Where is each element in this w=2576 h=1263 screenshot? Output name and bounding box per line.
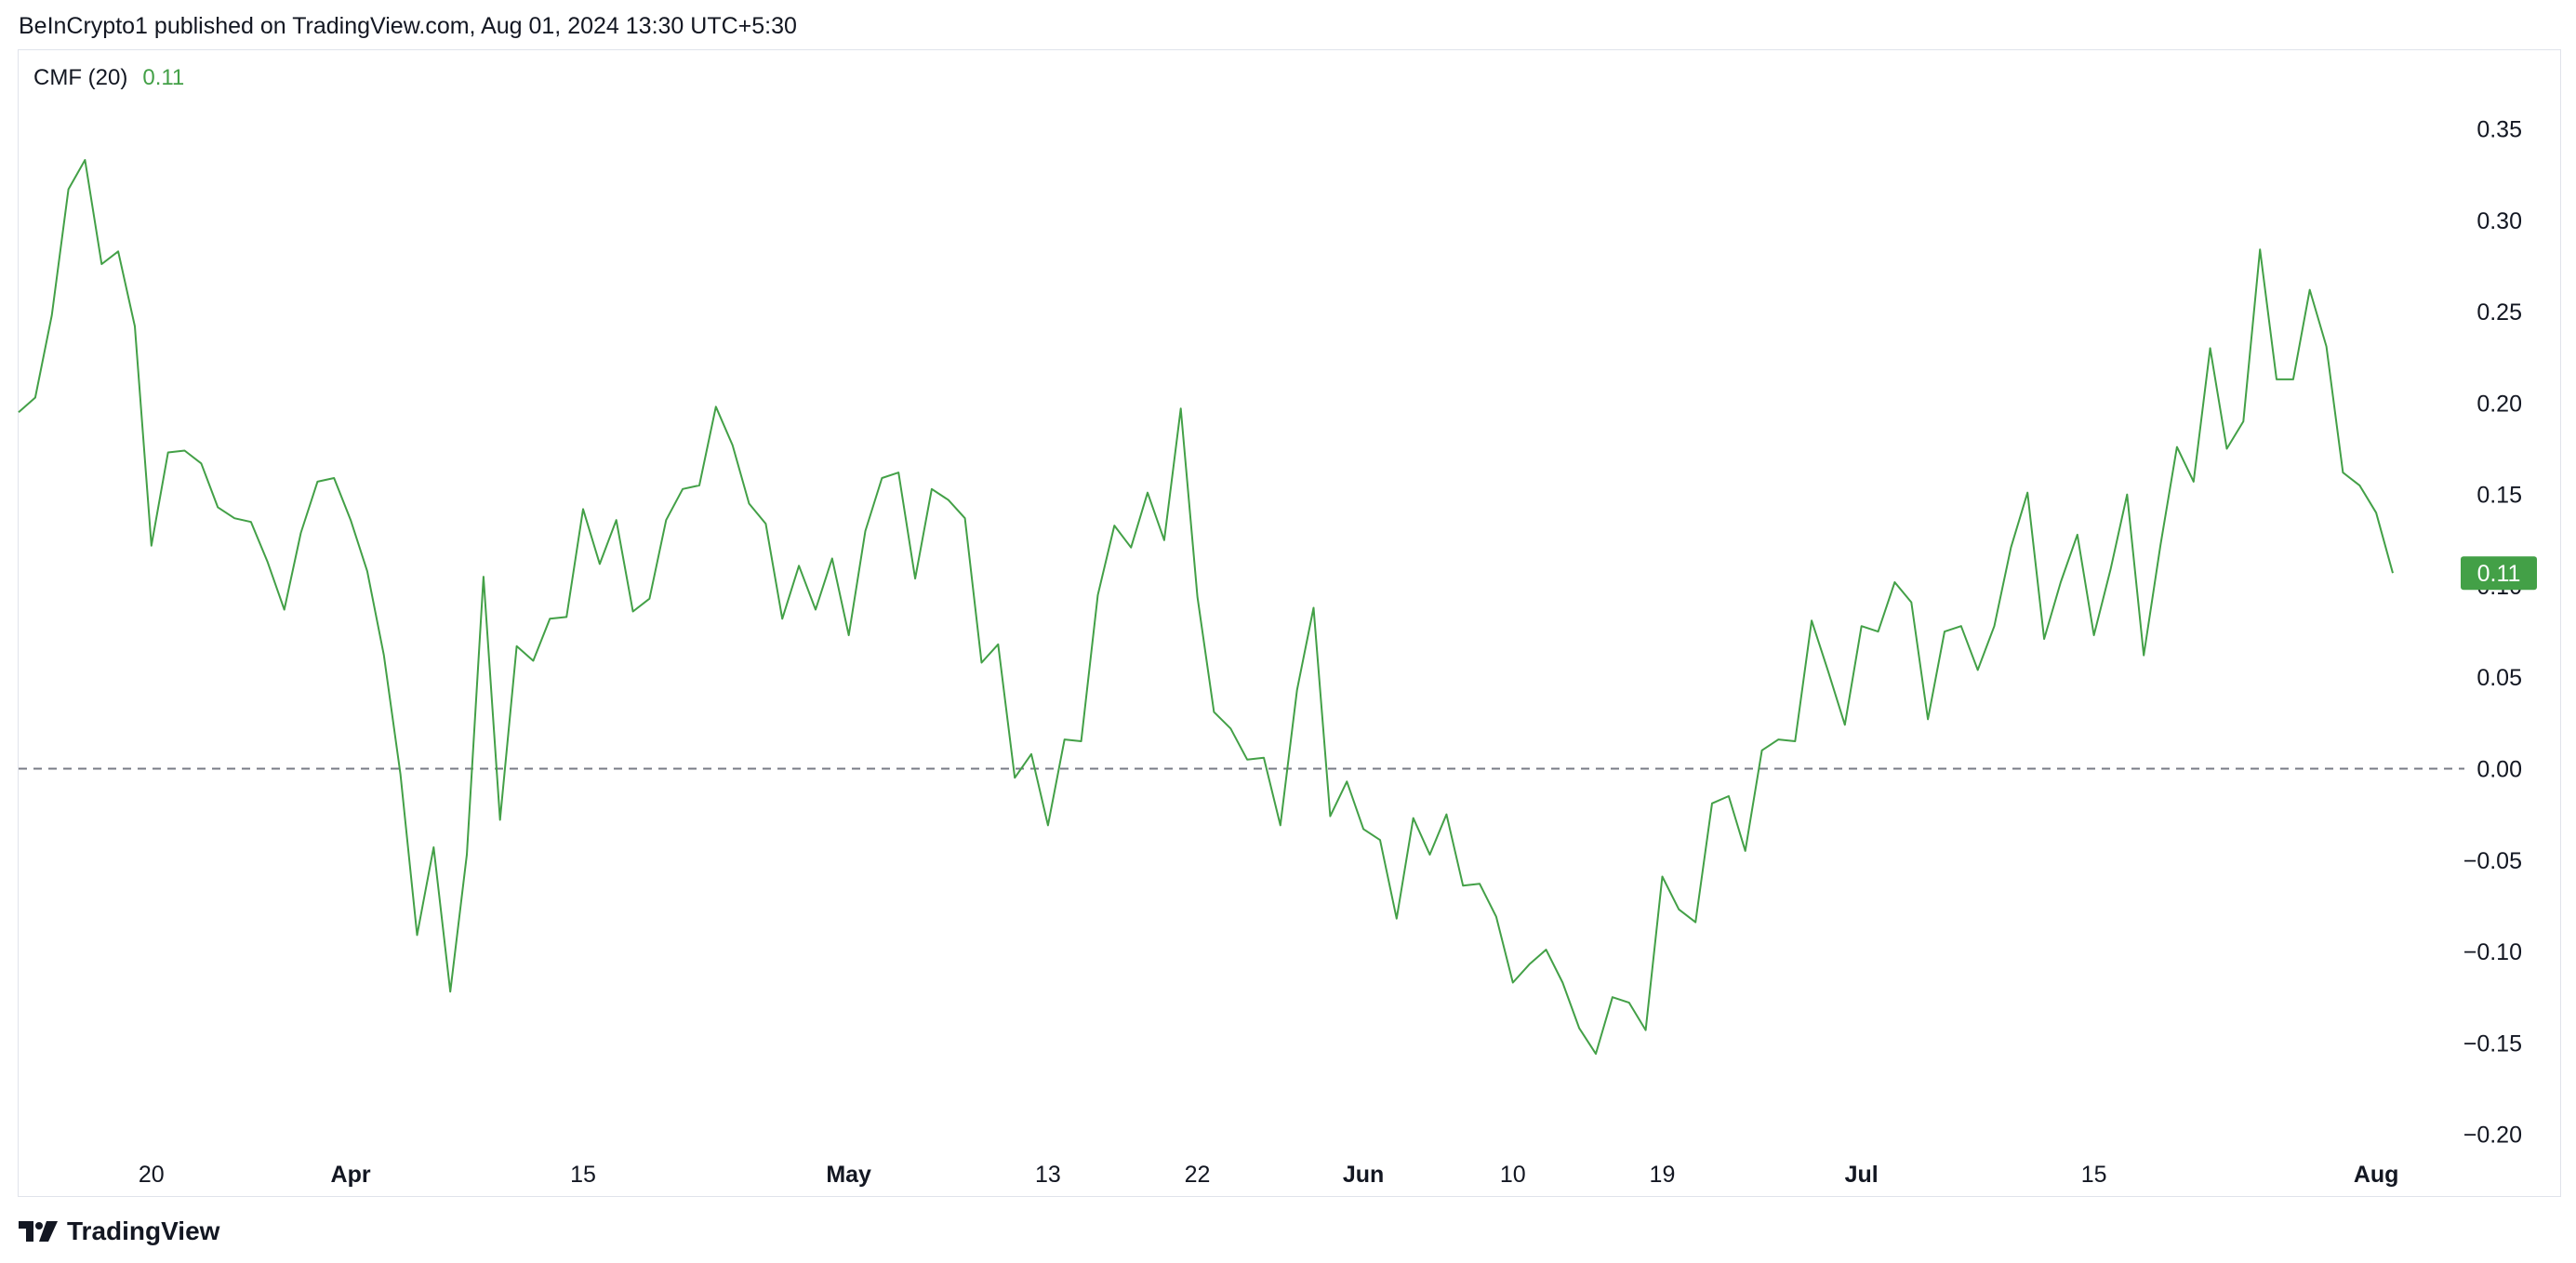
x-tick-label: 20	[139, 1162, 165, 1188]
y-tick-label: −0.10	[2463, 939, 2522, 965]
chart-pane[interactable]	[18, 49, 2561, 1197]
x-tick-label: 10	[1500, 1162, 1526, 1188]
y-tick-label: 0.15	[2476, 483, 2522, 509]
indicator-legend: CMF (20) 0.11	[33, 65, 184, 91]
x-tick-label: Apr	[331, 1162, 371, 1188]
y-tick-label: 0.25	[2476, 299, 2522, 326]
x-tick-label: 13	[1035, 1162, 1061, 1188]
x-tick-label: 15	[2081, 1162, 2107, 1188]
y-tick-label: 0.30	[2476, 208, 2522, 234]
x-tick-label: 22	[1185, 1162, 1211, 1188]
cmf-series-line	[18, 159, 2394, 1056]
tradingview-footer[interactable]: TradingView	[19, 1216, 219, 1246]
last-value-label: 0.11	[2477, 561, 2521, 587]
tradingview-brand: TradingView	[67, 1216, 220, 1245]
last-value-badge	[2461, 556, 2537, 591]
x-tick-label: Aug	[2354, 1162, 2399, 1188]
y-tick-label: −0.15	[2463, 1030, 2522, 1057]
indicator-name: CMF (20)	[33, 65, 128, 90]
x-tick-label: Jun	[1343, 1162, 1384, 1188]
y-tick-label: 0.05	[2476, 665, 2522, 691]
x-tick-label: 19	[1650, 1162, 1676, 1188]
y-tick-label: −0.20	[2463, 1123, 2522, 1149]
y-tick-label: 0.20	[2476, 391, 2522, 417]
x-tick-label: Jul	[1845, 1162, 1879, 1188]
indicator-value: 0.11	[142, 65, 185, 90]
y-tick-label: −0.05	[2463, 848, 2522, 874]
y-tick-label: 0.00	[2476, 757, 2522, 783]
x-tick-label: May	[826, 1162, 871, 1188]
tradingview-logo-icon	[19, 1221, 58, 1242]
y-tick-label: 0.35	[2476, 117, 2522, 143]
publish-header: BeInCrypto1 published on TradingView.com…	[19, 13, 797, 39]
x-tick-label: 15	[570, 1162, 596, 1188]
